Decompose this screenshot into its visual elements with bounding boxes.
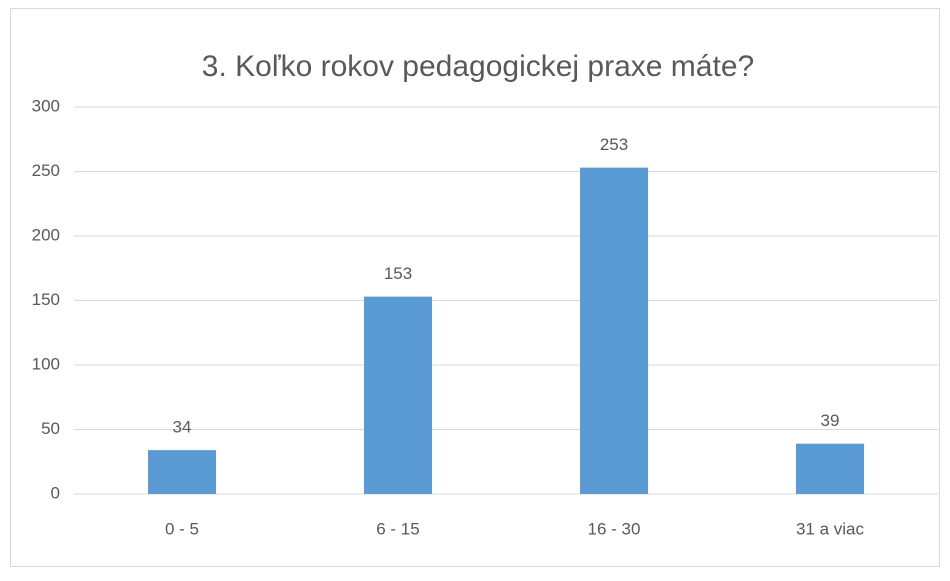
data-label: 34: [173, 418, 192, 437]
bar: [148, 450, 216, 494]
y-tick-label: 150: [32, 290, 60, 309]
data-label: 39: [821, 411, 840, 430]
bar: [580, 167, 648, 494]
bar: [796, 443, 864, 494]
bar: [364, 296, 432, 494]
y-tick-label: 100: [32, 354, 60, 373]
y-tick-label: 300: [32, 96, 60, 115]
y-tick-label: 50: [41, 419, 60, 438]
x-tick-label: 0 - 5: [165, 519, 199, 538]
data-label: 253: [600, 135, 628, 154]
x-tick-label: 6 - 15: [376, 519, 419, 538]
data-label: 153: [384, 264, 412, 283]
y-tick-label: 0: [51, 483, 60, 502]
x-tick-label: 31 a viac: [796, 519, 865, 538]
y-tick-label: 250: [32, 161, 60, 180]
y-tick-label: 200: [32, 225, 60, 244]
x-tick-label: 16 - 30: [588, 519, 641, 538]
chart-title: 3. Koľko rokov pedagogickej praxe máte?: [202, 50, 754, 83]
